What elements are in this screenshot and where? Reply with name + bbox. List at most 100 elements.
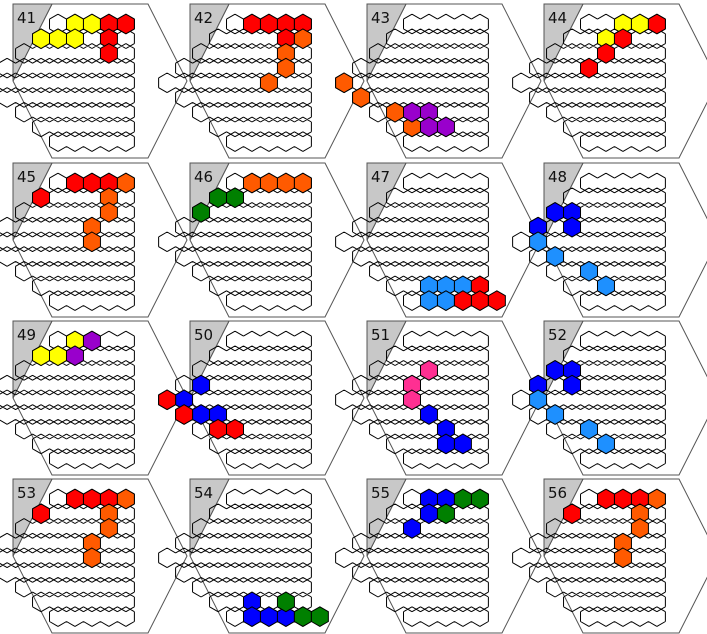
orange-piece — [613, 488, 666, 569]
piece-cell — [630, 518, 649, 539]
puzzle-board — [512, 162, 707, 318]
piece-cell — [276, 591, 295, 613]
piece-cell — [596, 275, 615, 297]
piece-cell — [487, 290, 506, 311]
puzzle-board — [0, 320, 188, 476]
puzzle-number: 42 — [194, 9, 214, 27]
piece-cell — [226, 418, 244, 440]
piece-cell — [49, 345, 67, 367]
piece-cell — [192, 202, 211, 223]
red-piece — [242, 13, 312, 50]
lightblue-piece — [419, 275, 472, 311]
piece-cell — [596, 488, 615, 510]
piece-cell — [99, 43, 118, 64]
piece-cell — [419, 290, 438, 311]
puzzle-board — [335, 162, 542, 318]
piece-cell — [209, 187, 228, 209]
puzzle-tile: 46 — [158, 162, 365, 318]
puzzle-tile: 49 — [0, 320, 188, 476]
puzzle-tile: 43 — [335, 3, 542, 159]
piece-cell — [529, 389, 548, 411]
red-piece — [158, 389, 244, 440]
piece-cell — [436, 290, 455, 311]
purple-piece — [403, 101, 455, 138]
piece-cell — [529, 231, 548, 253]
puzzle-tile: 54 — [158, 478, 365, 634]
piece-cell — [65, 488, 84, 510]
yellow-piece — [596, 13, 649, 50]
piece-cell — [293, 28, 312, 50]
piece-cell — [335, 72, 354, 94]
lightblue-piece — [529, 389, 615, 455]
piece-cell — [259, 72, 278, 94]
blue-piece — [419, 404, 472, 455]
blue-piece — [175, 374, 228, 425]
puzzle-board — [512, 3, 707, 159]
piece-cell — [116, 13, 135, 35]
blue-piece — [529, 360, 582, 396]
orange-piece — [335, 72, 421, 138]
puzzle-number: 45 — [17, 168, 37, 186]
piece-cell — [419, 116, 438, 138]
puzzle-board — [158, 478, 365, 634]
piece-cell — [613, 28, 632, 50]
puzzle-number: 52 — [548, 326, 568, 344]
piece-cell — [192, 374, 211, 396]
puzzle-tile: 44 — [512, 3, 707, 159]
green-piece — [192, 187, 244, 223]
piece-cell — [546, 404, 565, 425]
puzzle-number: 50 — [194, 326, 214, 344]
puzzle-number: 51 — [371, 326, 391, 344]
piece-cell — [242, 13, 261, 35]
piece-cell — [436, 116, 455, 138]
puzzle-board — [158, 320, 365, 476]
piece-cell — [192, 404, 211, 425]
yellow-piece — [32, 330, 84, 367]
piece-cell — [563, 216, 582, 238]
piece-cell — [453, 488, 472, 510]
piece-cell — [82, 231, 101, 253]
red-piece — [563, 488, 649, 525]
puzzle-board — [0, 3, 188, 159]
piece-cell — [116, 172, 135, 194]
puzzle-number: 55 — [371, 484, 391, 502]
piece-cell — [419, 360, 438, 381]
piece-cell — [470, 290, 489, 311]
puzzle-number: 44 — [548, 9, 568, 27]
yellow-piece — [32, 13, 101, 50]
puzzle-tile: 55 — [335, 478, 542, 634]
piece-cell — [647, 13, 666, 35]
puzzle-board — [0, 162, 188, 318]
piece-cell — [563, 503, 582, 525]
piece-cell — [32, 28, 51, 50]
piece-cell — [403, 101, 421, 123]
puzzle-board — [335, 3, 542, 159]
piece-cell — [65, 28, 84, 50]
orange-piece — [242, 172, 312, 194]
piece-cell — [293, 172, 312, 194]
puzzle-number: 43 — [371, 9, 391, 27]
piece-cell — [352, 87, 371, 108]
piece-cell — [403, 389, 421, 411]
piece-cell — [259, 13, 278, 35]
puzzle-number: 47 — [371, 168, 391, 186]
piece-cell — [82, 172, 101, 194]
orange-piece — [259, 28, 312, 94]
piece-cell — [436, 433, 455, 455]
puzzle-tile: 48 — [512, 162, 707, 318]
puzzle-board — [0, 478, 188, 634]
puzzle-tile: 52 — [512, 320, 707, 476]
piece-cell — [580, 260, 598, 282]
red-piece — [580, 13, 666, 79]
orange-piece — [82, 488, 135, 569]
puzzle-number: 53 — [17, 484, 37, 502]
piece-cell — [419, 404, 438, 425]
purple-piece — [65, 330, 101, 367]
puzzle-board — [335, 478, 542, 634]
puzzle-number: 46 — [194, 168, 214, 186]
blue-piece — [529, 202, 582, 238]
piece-cell — [99, 518, 118, 539]
piece-cell — [116, 488, 135, 510]
piece-cell — [242, 172, 261, 194]
